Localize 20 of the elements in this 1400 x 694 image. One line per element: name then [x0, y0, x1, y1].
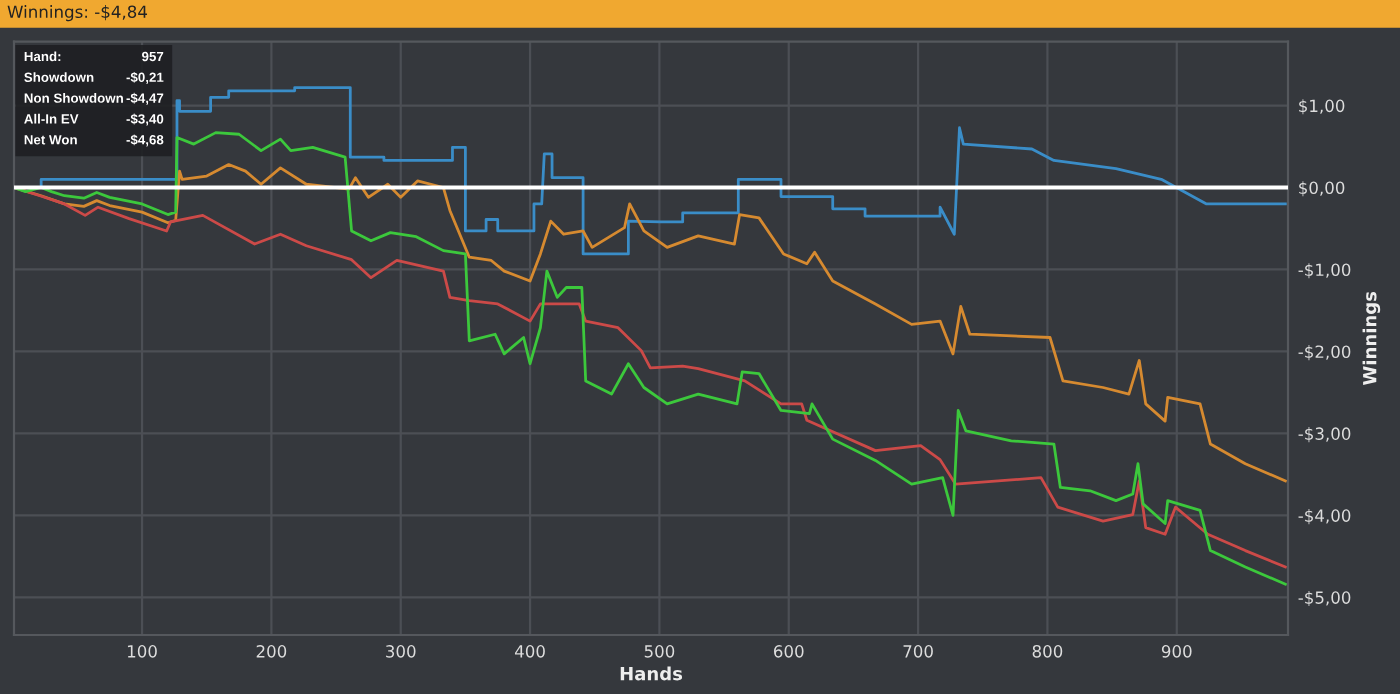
y-tick-label: -$5,00	[1298, 590, 1351, 607]
x-tick-label: 100	[127, 645, 157, 658]
y-tick-label: -$1,00	[1298, 263, 1351, 279]
x-tick-label: 800	[1032, 645, 1063, 658]
x-tick-label: 700	[903, 645, 933, 658]
line-series	[14, 131, 1287, 586]
x-tick-label: 500	[644, 645, 675, 658]
x-tick-label: 600	[774, 645, 804, 658]
x-tick-label: 400	[514, 645, 545, 658]
chart-title: Winnings: -$4,84	[7, 5, 148, 22]
y-tick-label: $1,00	[1299, 99, 1345, 115]
y-tick-label: -$2,00	[1298, 345, 1351, 361]
x-tick-label: 200	[256, 645, 287, 658]
y-axis-title: Winnings	[1362, 291, 1381, 386]
x-tick-label: 900	[1161, 645, 1192, 658]
y-tick-label: $0,00	[1299, 181, 1345, 197]
y-tick-label: -$4,00	[1298, 509, 1351, 525]
x-axis-title: Hands	[620, 666, 683, 681]
y-tick-label: -$3,00	[1298, 427, 1351, 443]
x-tick-label: 300	[386, 645, 416, 658]
